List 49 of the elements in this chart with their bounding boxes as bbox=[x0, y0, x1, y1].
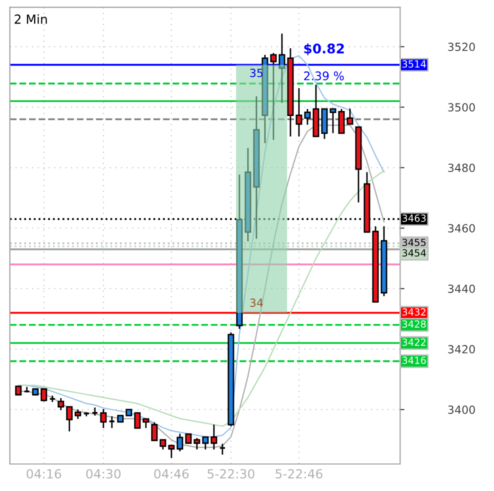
ref-line-label: 3432 bbox=[402, 308, 426, 316]
x-tick-label: 5-22:46 bbox=[276, 469, 322, 479]
candlestick bbox=[210, 424, 218, 450]
candlestick bbox=[304, 108, 311, 126]
ref-line-label: 3422 bbox=[402, 338, 426, 346]
candlestick bbox=[338, 108, 345, 134]
y-tick-label: 3440 bbox=[448, 284, 475, 293]
y-tick-label: 3400 bbox=[448, 406, 475, 414]
candlestick bbox=[142, 418, 150, 429]
annotation: 35 bbox=[250, 68, 263, 78]
candlestick bbox=[296, 87, 302, 138]
candlestick bbox=[74, 408, 82, 420]
y-tick-label: 3500 bbox=[448, 103, 475, 112]
candlestick bbox=[346, 108, 354, 125]
candlestick bbox=[134, 412, 141, 429]
annotation: $0.82 bbox=[304, 43, 344, 56]
candlestick bbox=[278, 32, 286, 104]
x-tick-label: 04:16 bbox=[26, 469, 62, 479]
candlestick bbox=[58, 397, 64, 411]
ref-line-label: 3454 bbox=[402, 249, 426, 257]
ref-line-label: 3428 bbox=[402, 320, 426, 328]
candlestick bbox=[185, 433, 192, 444]
candlestick bbox=[151, 422, 158, 442]
candlestick bbox=[40, 388, 48, 402]
candlestick bbox=[330, 108, 336, 134]
candlestick bbox=[219, 443, 226, 456]
ref-line-label: 3514 bbox=[402, 60, 426, 68]
x-tick-label: 5-22:30 bbox=[208, 469, 254, 479]
candlestick bbox=[168, 444, 175, 459]
candlestick bbox=[66, 406, 73, 432]
candlestick bbox=[202, 436, 209, 450]
y-tick-label: 3520 bbox=[448, 42, 475, 52]
ref-line-label: 3455 bbox=[402, 238, 426, 246]
ref-line-label: 3463 bbox=[402, 214, 426, 222]
y-tick-label: 3460 bbox=[448, 224, 475, 232]
chart-title: 2 Min bbox=[14, 14, 47, 24]
y-tick-label: 3480 bbox=[448, 164, 475, 172]
x-tick-label: 04:46 bbox=[154, 469, 189, 479]
line-series bbox=[18, 170, 385, 427]
x-tick-label: 04:30 bbox=[86, 469, 121, 479]
candlestick bbox=[194, 437, 200, 450]
annotation: 34 bbox=[250, 298, 263, 307]
ref-line-label: 3416 bbox=[402, 356, 426, 364]
candlestick bbox=[176, 433, 184, 452]
candlestick bbox=[270, 52, 277, 141]
candlestick bbox=[100, 408, 107, 429]
y-tick-label: 3420 bbox=[448, 345, 475, 354]
annotation: 2.39 % bbox=[304, 71, 344, 80]
candlestick bbox=[160, 439, 166, 450]
